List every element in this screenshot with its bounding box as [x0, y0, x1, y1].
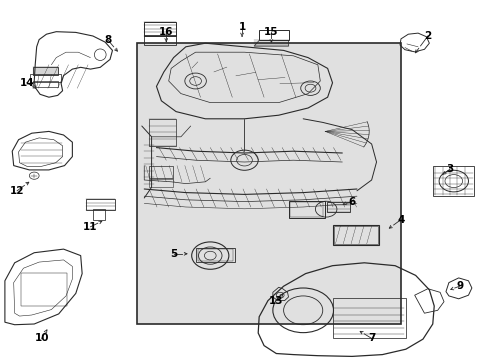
- Text: 11: 11: [83, 222, 98, 232]
- Text: 15: 15: [264, 27, 278, 37]
- Bar: [333, 226, 377, 244]
- Bar: [149, 179, 172, 187]
- Bar: [20, 273, 67, 306]
- Text: 13: 13: [268, 296, 283, 306]
- Text: 9: 9: [455, 281, 462, 291]
- Bar: [33, 81, 58, 87]
- Bar: [149, 166, 172, 178]
- Text: 16: 16: [159, 27, 173, 37]
- Text: 4: 4: [396, 215, 404, 225]
- Text: 3: 3: [446, 164, 452, 174]
- Bar: [85, 199, 115, 210]
- Bar: [137, 43, 400, 324]
- Text: 7: 7: [367, 333, 375, 343]
- Text: 2: 2: [424, 31, 430, 41]
- Text: 6: 6: [348, 197, 355, 207]
- Bar: [290, 202, 323, 217]
- Bar: [144, 22, 176, 36]
- Bar: [259, 30, 288, 40]
- Text: 1: 1: [238, 22, 245, 32]
- Bar: [288, 201, 325, 218]
- Bar: [30, 74, 61, 82]
- Text: 8: 8: [104, 35, 111, 45]
- Bar: [432, 166, 473, 196]
- Bar: [326, 202, 349, 212]
- Bar: [93, 209, 105, 220]
- Bar: [332, 225, 378, 245]
- Text: 14: 14: [20, 78, 34, 88]
- Text: 5: 5: [170, 249, 177, 259]
- Bar: [332, 298, 405, 338]
- Bar: [149, 119, 176, 146]
- Bar: [195, 248, 234, 262]
- Text: 12: 12: [10, 186, 24, 196]
- Bar: [33, 67, 58, 75]
- Text: 10: 10: [34, 333, 49, 343]
- Bar: [144, 35, 176, 45]
- Bar: [197, 249, 232, 261]
